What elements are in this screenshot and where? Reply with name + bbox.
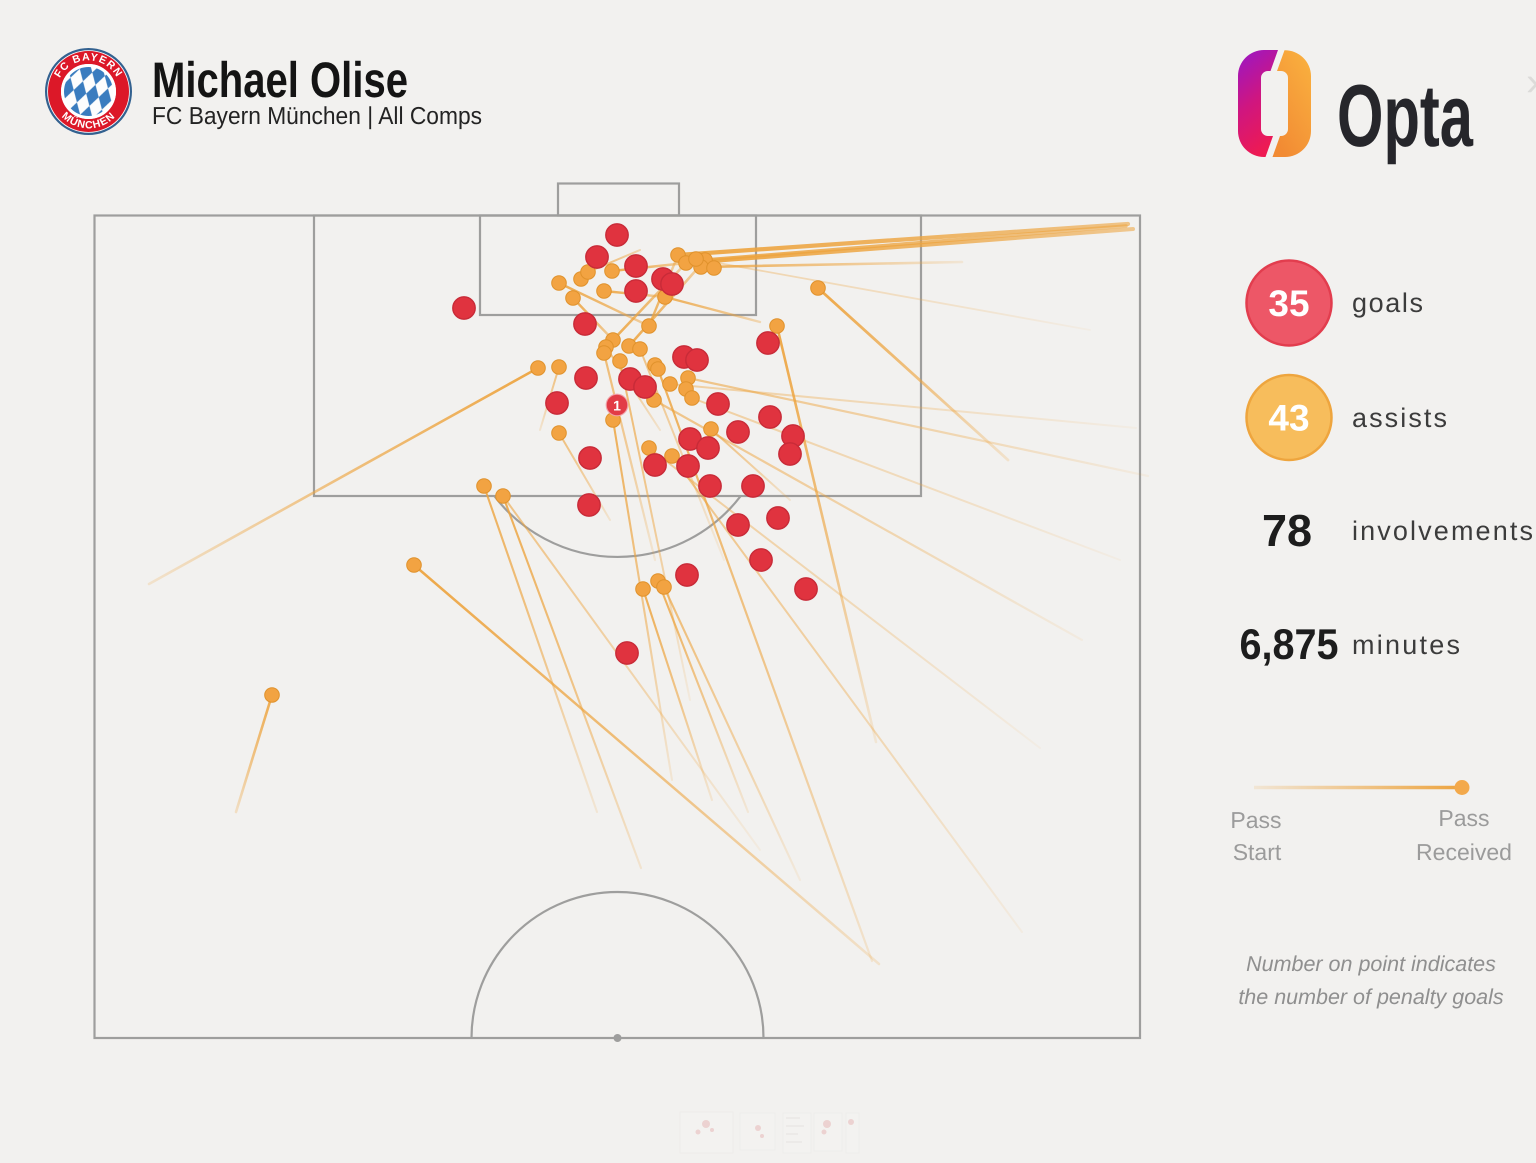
svg-text:assists: assists [1352, 403, 1447, 433]
svg-text:35: 35 [1268, 283, 1309, 324]
svg-text:FC Bayern München | All Comps: FC Bayern München | All Comps [152, 103, 482, 130]
svg-text:Received: Received [1416, 839, 1512, 865]
svg-text:Opta: Opta [1337, 66, 1474, 165]
svg-text:Start: Start [1233, 839, 1282, 865]
svg-text:minutes: minutes [1352, 630, 1460, 660]
svg-text:6,875: 6,875 [1240, 621, 1339, 669]
svg-text:Pass: Pass [1438, 805, 1489, 831]
svg-text:43: 43 [1268, 398, 1309, 439]
svg-text:involvements: involvements [1352, 516, 1533, 546]
svg-text:›: › [1526, 60, 1536, 104]
svg-text:goals: goals [1352, 288, 1423, 318]
svg-text:Number on point indicates: Number on point indicates [1246, 952, 1496, 976]
svg-text:1: 1 [613, 398, 621, 414]
svg-text:the number of penalty goals: the number of penalty goals [1238, 985, 1504, 1009]
svg-text:Pass: Pass [1230, 807, 1281, 833]
svg-text:Michael Olise: Michael Olise [152, 52, 408, 108]
svg-text:78: 78 [1262, 505, 1312, 556]
